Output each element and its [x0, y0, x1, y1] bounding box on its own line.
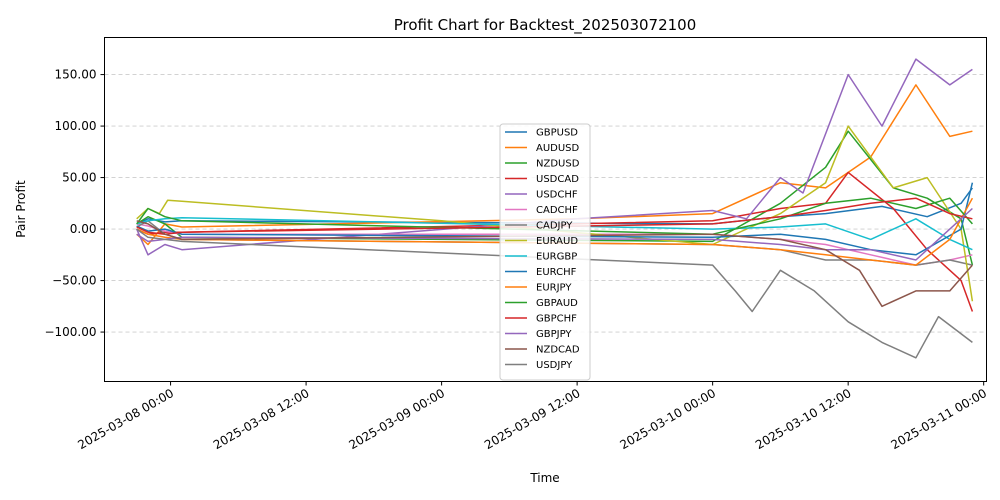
legend-label-gbpaud: GBPAUD	[536, 298, 578, 309]
series-line-eurjpy	[136, 197, 974, 266]
y-axis-label: Pair Profit	[14, 180, 28, 238]
x-axis-ticks: 2025-03-08 00:00 2025-03-08 12:00 2025-03-…	[75, 381, 990, 452]
x-tick-label: 2025-03-09 12:00	[482, 386, 583, 452]
y-tick-label: −50.00	[52, 274, 96, 288]
x-tick-label: 2025-03-10 12:00	[753, 386, 854, 452]
x-axis-label: Time	[529, 471, 559, 485]
legend-label-cadchf: CADCHF	[536, 205, 578, 216]
legend-label-usdjpy: USDJPY	[536, 360, 573, 371]
y-tick-label: 50.00	[62, 171, 96, 185]
series-line-nzdcad	[136, 220, 973, 308]
chart-title: Profit Chart for Backtest_202503072100	[394, 16, 697, 35]
legend-label-gbpchf: GBPCHF	[536, 314, 577, 325]
y-axis-ticks: −100.00 −50.00 0.00 50.00 100.00 150.00	[44, 68, 105, 339]
legend-label-gbpjpy: GBPJPY	[536, 329, 572, 340]
y-tick-label: 100.00	[55, 119, 97, 133]
legend-label-usdchf: USDCHF	[536, 190, 578, 201]
series-line-gbpaud	[136, 197, 973, 235]
y-tick-label: −100.00	[44, 325, 96, 339]
legend-label-usdcad: USDCAD	[536, 174, 579, 185]
legend-label-nzdcad: NZDCAD	[536, 345, 580, 356]
series-lines	[136, 58, 974, 359]
series-line-euraud	[136, 125, 974, 302]
x-tick-label: 2025-03-08 00:00	[75, 386, 176, 452]
legend-label-audusd: AUDUSD	[536, 143, 580, 154]
legend-label-eurjpy: EURJPY	[536, 283, 572, 294]
legend-box	[499, 123, 591, 381]
y-tick-label: 0.00	[70, 222, 97, 236]
legend-label-gbpusd: GBPUSD	[536, 128, 578, 139]
legend-label-cadjpy: CADJPY	[536, 221, 573, 232]
series-line-gbpjpy	[136, 207, 973, 261]
x-tick-label: 2025-03-09 00:00	[346, 386, 447, 452]
x-tick-label: 2025-03-08 12:00	[211, 386, 312, 452]
legend-label-nzdusd: NZDUSD	[536, 159, 580, 170]
series-line-eurgbp	[136, 216, 973, 251]
series-line-gbpchf	[136, 197, 973, 235]
x-tick-label: 2025-03-11 00:00	[889, 386, 990, 452]
series-line-usdchf	[136, 58, 973, 256]
legend-label-euraud: EURAUD	[536, 236, 578, 247]
legend: GBPUSD AUDUSD NZDUSD USDCAD USDCHF CADCHF CADJ…	[499, 123, 591, 381]
series-line-usdjpy	[136, 228, 973, 359]
series-line-nzdusd	[136, 130, 974, 266]
legend-label-eurchf: EURCHF	[536, 267, 577, 278]
legend-label-eurgbp: EURGBP	[536, 252, 577, 263]
series-line-audusd	[136, 84, 973, 246]
x-tick-label: 2025-03-10 00:00	[617, 386, 718, 452]
plot-area-frame	[104, 37, 987, 382]
y-tick-label: 150.00	[55, 68, 97, 82]
